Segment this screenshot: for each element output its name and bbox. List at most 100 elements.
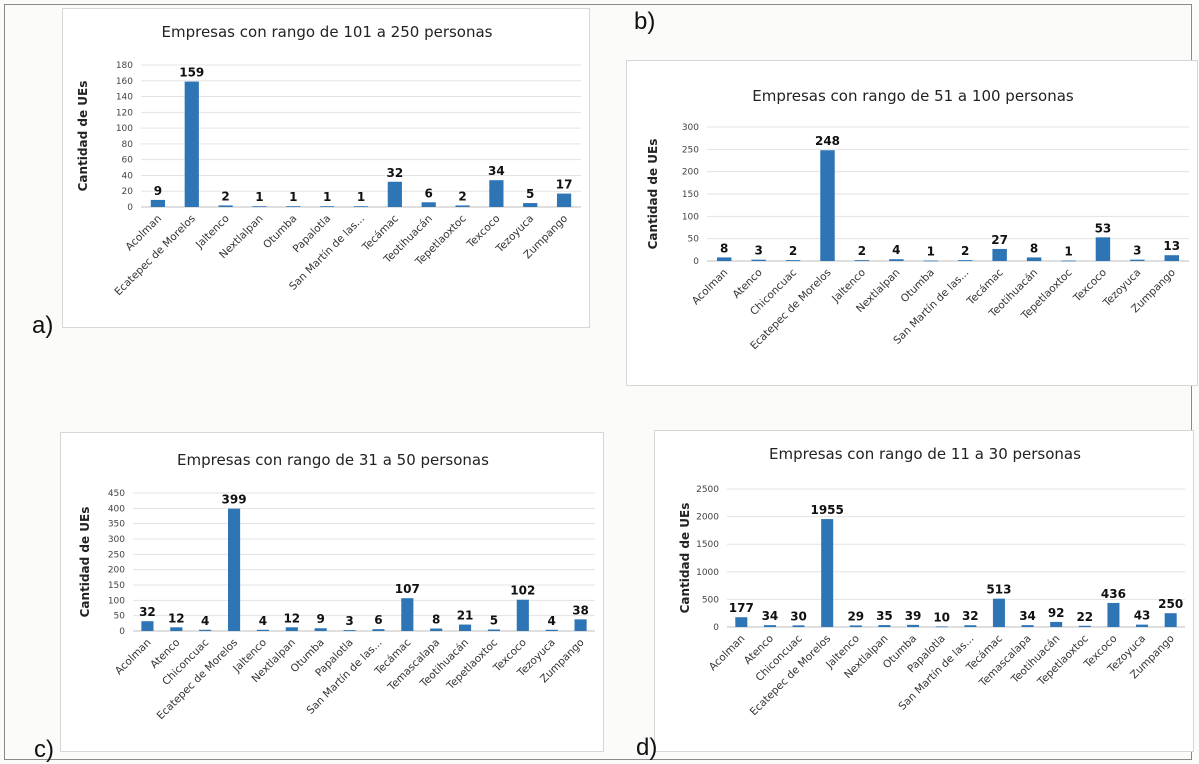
data-label: 2 <box>858 244 866 258</box>
y-tick-label: 200 <box>108 566 125 576</box>
y-tick-label: 2500 <box>696 485 719 495</box>
bar <box>372 629 384 631</box>
bar <box>557 194 571 207</box>
y-axis-label: Cantidad de UEs <box>646 139 660 250</box>
bar <box>151 200 165 207</box>
panel-label-d: d) <box>636 734 657 762</box>
y-tick-label: 100 <box>682 212 699 222</box>
bar <box>185 82 199 207</box>
bar <box>1096 237 1110 261</box>
bar <box>1165 613 1177 627</box>
data-label: 1 <box>289 190 297 204</box>
data-label: 250 <box>1158 597 1183 611</box>
bar <box>141 621 153 631</box>
data-label: 1 <box>927 245 935 259</box>
y-tick-label: 60 <box>122 156 134 166</box>
data-label: 2 <box>221 189 229 203</box>
bar <box>820 150 834 261</box>
y-tick-label: 80 <box>122 140 134 150</box>
y-tick-label: 2000 <box>696 513 719 523</box>
data-label: 8 <box>432 613 440 627</box>
data-label: 177 <box>729 601 754 615</box>
data-label: 10 <box>933 610 950 624</box>
bar <box>286 206 300 207</box>
bar <box>170 627 182 631</box>
bar <box>257 630 269 631</box>
y-tick-label: 20 <box>122 187 134 197</box>
data-label: 4 <box>548 614 556 628</box>
data-label: 34 <box>762 609 779 623</box>
y-tick-label: 300 <box>108 535 125 545</box>
bar <box>320 206 334 207</box>
y-tick-label: 50 <box>688 235 700 245</box>
bar <box>1165 255 1179 261</box>
data-label: 3 <box>345 614 353 628</box>
data-label: 27 <box>991 233 1008 247</box>
y-tick-label: 150 <box>108 581 125 591</box>
chart-svg-c: Empresas con rango de 31 a 50 personas Ca… <box>61 433 605 753</box>
bar <box>786 260 800 261</box>
data-label: 107 <box>395 582 420 596</box>
y-tick-label: 1000 <box>696 568 719 578</box>
y-tick-label: 150 <box>682 190 699 200</box>
y-tick-label: 0 <box>119 627 125 637</box>
y-tick-label: 100 <box>108 596 125 606</box>
x-tick-label: Acolman <box>690 267 731 308</box>
data-label: 13 <box>1163 239 1180 253</box>
data-label: 22 <box>1076 610 1093 624</box>
bar <box>907 625 919 627</box>
data-label: 6 <box>374 613 382 627</box>
x-tick-label: Acolman <box>113 637 154 678</box>
bar <box>489 180 503 207</box>
bar <box>958 260 972 261</box>
data-label: 53 <box>1095 221 1112 235</box>
bar <box>219 205 233 207</box>
y-tick-label: 250 <box>108 550 125 560</box>
data-label: 8 <box>1030 241 1038 255</box>
bar <box>517 600 529 631</box>
data-label: 5 <box>526 187 534 201</box>
data-label: 248 <box>815 134 840 148</box>
bar <box>850 625 862 627</box>
data-label: 399 <box>222 493 247 507</box>
bar <box>546 630 558 631</box>
data-label: 38 <box>572 603 589 617</box>
data-label: 436 <box>1101 587 1126 601</box>
bar <box>459 625 471 631</box>
y-tick-label: 160 <box>116 77 133 87</box>
data-label: 34 <box>1019 609 1036 623</box>
data-label: 3 <box>1133 244 1141 258</box>
bar <box>388 182 402 207</box>
bar <box>964 625 976 627</box>
data-label: 43 <box>1134 609 1151 623</box>
panel-label-c: c) <box>34 736 54 764</box>
bar <box>488 629 500 631</box>
bar <box>717 257 731 261</box>
data-label: 1 <box>323 190 331 204</box>
chart-panel-a: Empresas con rango de 101 a 250 personas… <box>62 8 590 328</box>
y-tick-label: 450 <box>108 489 125 499</box>
bar <box>1050 622 1062 627</box>
data-label: 513 <box>986 583 1011 597</box>
bar <box>354 206 368 207</box>
bar <box>793 625 805 627</box>
data-label: 3 <box>754 244 762 258</box>
chart-title: Empresas con rango de 51 a 100 personas <box>752 87 1074 105</box>
bar <box>1079 626 1091 627</box>
bar <box>574 619 586 631</box>
data-label: 21 <box>457 609 474 623</box>
bar <box>1107 603 1119 627</box>
x-tick-label: Atenco <box>731 267 765 301</box>
y-axis-label: Cantidad de UEs <box>76 81 90 192</box>
bar <box>1061 261 1075 262</box>
data-label: 9 <box>317 612 325 626</box>
data-label: 4 <box>259 614 267 628</box>
data-label: 6 <box>425 186 433 200</box>
y-tick-label: 500 <box>702 595 719 605</box>
data-label: 5 <box>490 613 498 627</box>
y-tick-label: 100 <box>116 124 133 134</box>
data-label: 34 <box>488 164 505 178</box>
bar <box>1022 625 1034 627</box>
bar <box>889 259 903 261</box>
data-label: 30 <box>790 609 807 623</box>
